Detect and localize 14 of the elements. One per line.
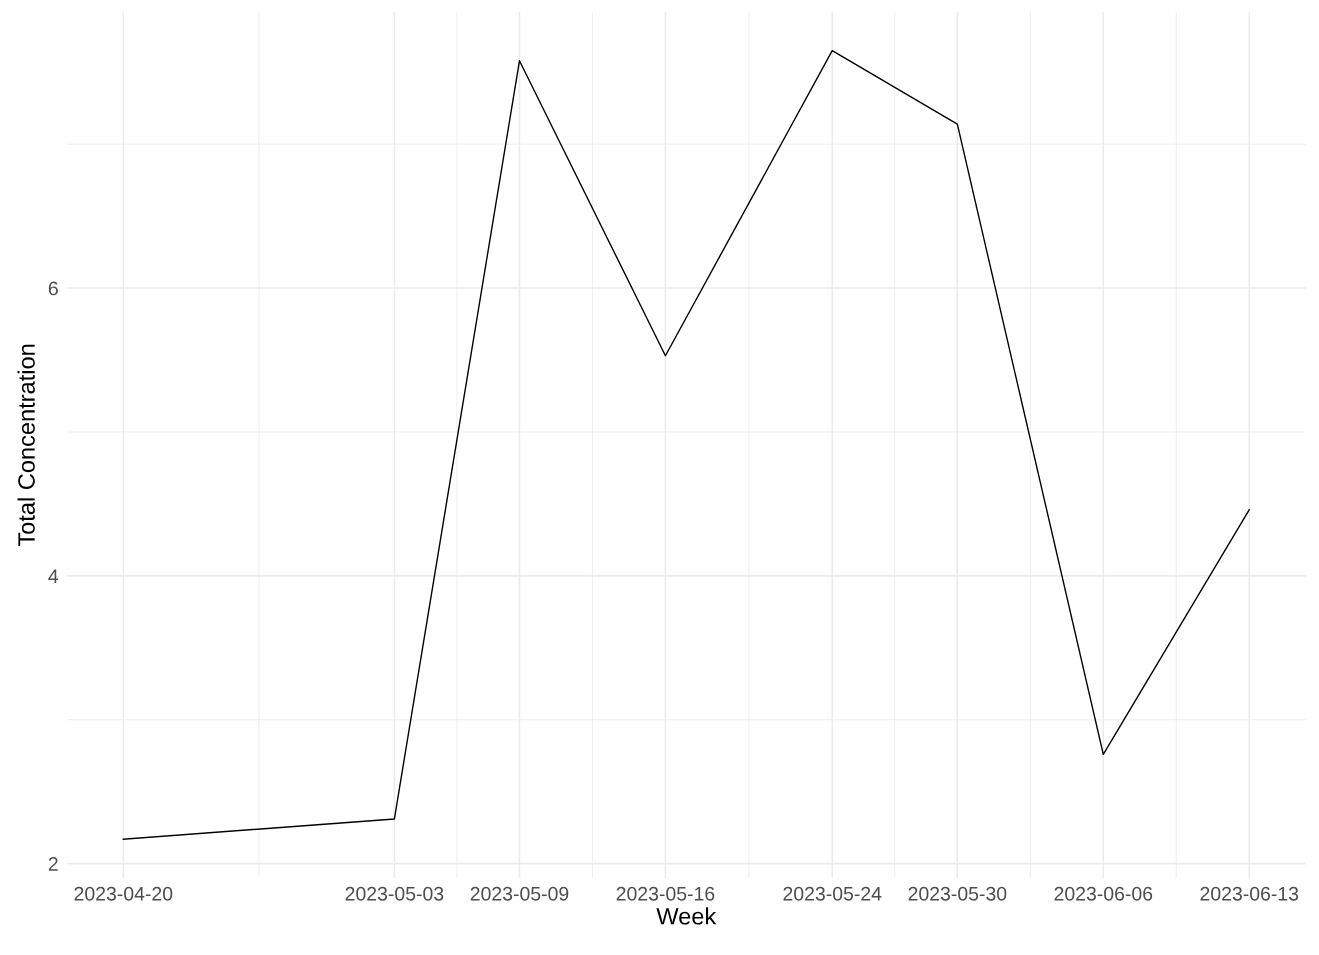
y-tick-label: 6: [48, 281, 58, 296]
y-tick-label: 2: [48, 857, 58, 871]
x-tick-label: 2023-06-06: [1054, 886, 1153, 901]
x-tick-label: 2023-05-09: [470, 886, 569, 901]
x-tick-label: 2023-05-24: [783, 886, 882, 901]
x-tick-label: 2023-05-03: [345, 886, 444, 901]
x-tick-label: 2023-05-16: [616, 886, 715, 901]
x-tick-label: 2023-05-30: [908, 886, 1007, 901]
y-tick-label: 4: [48, 569, 59, 583]
y-axis-title: Total Concentration: [17, 344, 35, 547]
x-tick-label: 2023-06-13: [1200, 886, 1299, 901]
line-series: [122, 49, 1250, 840]
x-tick-label: 2023-04-20: [74, 886, 173, 901]
x-axis-title: Week: [656, 907, 717, 925]
